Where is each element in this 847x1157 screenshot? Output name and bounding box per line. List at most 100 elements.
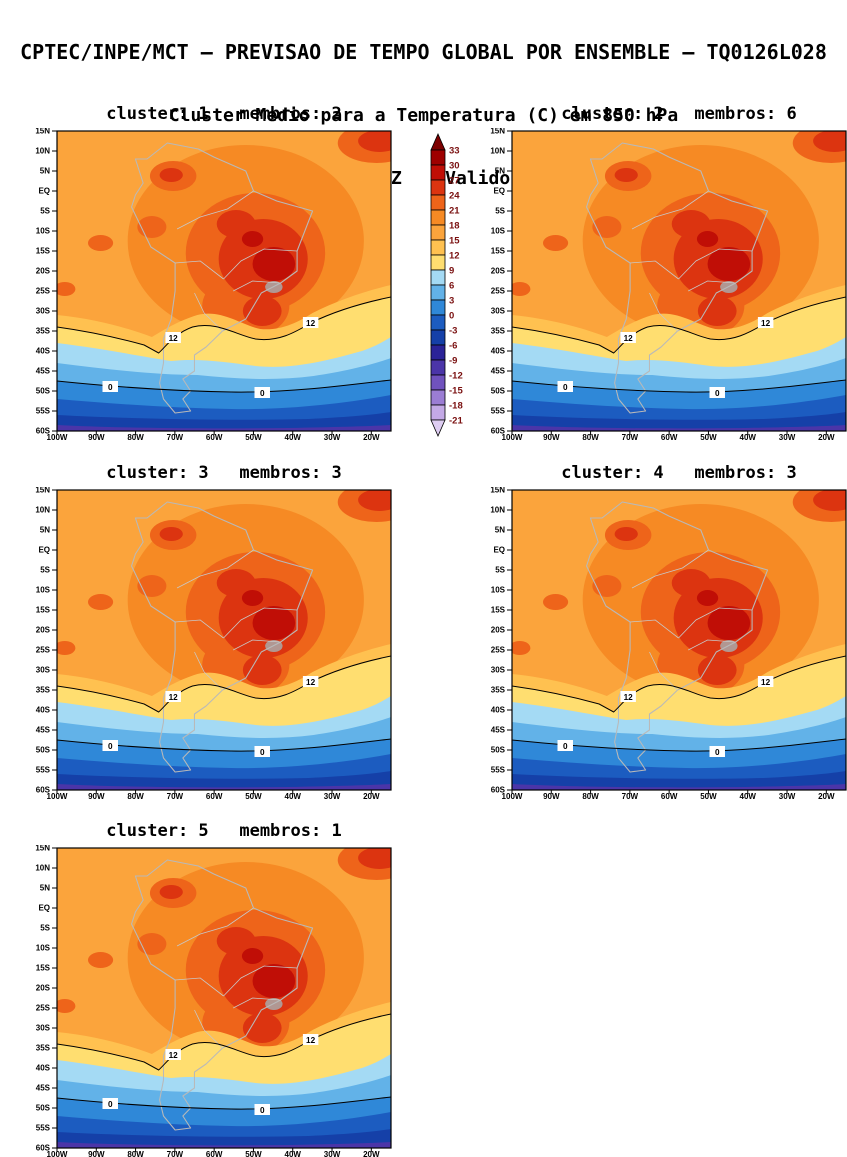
lat-tick-label: 35S bbox=[36, 686, 51, 695]
lat-tick-label: 15N bbox=[35, 487, 50, 495]
contour-label-12-right: 12 bbox=[302, 676, 319, 687]
map-panel-3: 12 12 0 0 15N 10N 5N EQ 5S 10S 15S 20S 25S 30S 35S 40S 4… bbox=[35, 487, 392, 801]
inner-borders bbox=[630, 190, 753, 332]
colorbar-tick-label: -12 bbox=[449, 371, 463, 382]
lat-tick-label: 55S bbox=[36, 407, 51, 416]
contour-label-12-left: 12 bbox=[620, 691, 636, 702]
colorbar-tick-label: 12 bbox=[449, 251, 460, 262]
lat-tick-label: 45S bbox=[491, 367, 506, 376]
coastline bbox=[131, 859, 314, 1131]
lon-tick-label: 80W bbox=[582, 433, 599, 442]
lat-tick-label: 10N bbox=[490, 147, 505, 156]
lat-tick-label: 15N bbox=[35, 128, 50, 136]
temperature-field: 12 12 0 0 bbox=[57, 848, 391, 1148]
header-line-1: CPTEC/INPE/MCT — PREVISAO DE TEMPO GLOBA… bbox=[20, 40, 827, 64]
contour-label-12-right-text: 12 bbox=[306, 1035, 315, 1045]
lon-tick-label: 70W bbox=[167, 1150, 184, 1157]
lon-tick-label: 30W bbox=[324, 433, 341, 442]
colorbar-segment bbox=[430, 374, 446, 391]
colorbar-tick-label: 33 bbox=[449, 146, 460, 157]
lon-tick-label: 20W bbox=[818, 433, 835, 442]
header-line-2: Cluster Medio para a Temperatura (C) em … bbox=[168, 105, 679, 126]
lat-tick-label: 40S bbox=[36, 1064, 51, 1073]
contour-label-0-right: 0 bbox=[254, 1104, 270, 1115]
lat-tick-label: EQ bbox=[493, 546, 505, 555]
lon-tick-label: 50W bbox=[245, 433, 262, 442]
lat-tick-label: 5S bbox=[40, 566, 50, 575]
coastline bbox=[586, 501, 769, 773]
lon-tick-label: 70W bbox=[622, 792, 639, 801]
lon-tick-label: 60W bbox=[206, 433, 223, 442]
contour-label-0-left-text: 0 bbox=[108, 741, 113, 751]
colorbar-segment bbox=[430, 224, 446, 241]
lat-tick-label: 30S bbox=[491, 666, 506, 675]
contour-label-0-right-text: 0 bbox=[715, 388, 720, 398]
contour-label-0-right-text: 0 bbox=[260, 1105, 265, 1115]
colorbar-legend: 33 30 27 24 21 18 15 12 9 6 3 0 -3 -6 -9 -12 -15 -18 -21 bbox=[418, 132, 478, 448]
lat-tick-label: 20S bbox=[491, 626, 506, 635]
map-panel-2: 12 12 0 0 15N 10N 5N EQ 5S 10S 15S 20S 25S 30S 35S 40S 4… bbox=[490, 128, 847, 442]
lon-tick-label: 80W bbox=[127, 433, 144, 442]
contour-label-12-right: 12 bbox=[302, 1034, 319, 1045]
lon-tick-label: 60W bbox=[661, 792, 678, 801]
lon-tick-label: 20W bbox=[363, 792, 380, 801]
lat-tick-label: 30S bbox=[36, 307, 51, 316]
lat-tick-label: 45S bbox=[36, 1084, 51, 1093]
map-border bbox=[511, 489, 847, 791]
inner-borders bbox=[175, 549, 298, 691]
lat-tick-label: 15N bbox=[490, 487, 505, 495]
lon-tick-label: 20W bbox=[363, 1150, 380, 1157]
temperature-field: 12 12 0 0 bbox=[512, 490, 846, 790]
contour-label-12-left-text: 12 bbox=[624, 692, 633, 702]
lon-tick-label: 60W bbox=[661, 433, 678, 442]
colorbar-segment bbox=[430, 179, 446, 196]
lon-tick-label: 40W bbox=[285, 433, 302, 442]
colorbar-tick-label: -18 bbox=[449, 401, 463, 412]
lat-tick-label: 15S bbox=[36, 247, 51, 256]
lat-tick-label: 60S bbox=[36, 1144, 51, 1153]
lon-tick-label: 90W bbox=[543, 792, 560, 801]
lat-tick-label: 10S bbox=[491, 586, 506, 595]
inner-borders bbox=[175, 907, 298, 1049]
lat-tick-label: 50S bbox=[36, 1104, 51, 1113]
lat-tick-label: 15S bbox=[36, 606, 51, 615]
lat-tick-label: 5N bbox=[40, 884, 50, 893]
lat-tick-label: 5S bbox=[40, 924, 50, 933]
contour-label-12-left-text: 12 bbox=[169, 692, 178, 702]
lat-tick-label: 50S bbox=[491, 387, 506, 396]
lat-tick-label: 20S bbox=[36, 267, 51, 276]
lat-tick-label: 55S bbox=[36, 1124, 51, 1133]
lat-tick-label: 25S bbox=[36, 646, 51, 655]
contour-label-12-left: 12 bbox=[165, 1049, 181, 1060]
inner-borders bbox=[630, 549, 753, 691]
lat-tick-label: 5N bbox=[495, 167, 505, 176]
lat-tick-label: 45S bbox=[491, 726, 506, 735]
lat-tick-label: 10N bbox=[35, 864, 50, 873]
colorbar-arrow-top bbox=[430, 133, 446, 151]
lon-tick-label: 40W bbox=[285, 792, 302, 801]
panel-title-cluster-1: cluster: 1 membros: 2 bbox=[106, 104, 342, 124]
map-border bbox=[56, 847, 392, 1149]
contour-label-0-right: 0 bbox=[254, 387, 270, 398]
colorbar-tick-label: 15 bbox=[449, 236, 460, 247]
colorbar-tick-label: 0 bbox=[449, 311, 454, 322]
lon-tick-label: 100W bbox=[47, 433, 68, 442]
lon-tick-label: 70W bbox=[167, 433, 184, 442]
contour-label-0-left-text: 0 bbox=[563, 382, 568, 392]
colorbar-segment bbox=[430, 269, 446, 286]
colorbar-tick-label: 30 bbox=[449, 161, 460, 172]
contour-label-0-left: 0 bbox=[102, 740, 118, 751]
lat-tick-label: 40S bbox=[36, 347, 51, 356]
lat-tick-label: 45S bbox=[36, 726, 51, 735]
colorbar-segment bbox=[430, 254, 446, 271]
contour-label-12-left: 12 bbox=[165, 332, 181, 343]
lat-tick-label: 35S bbox=[491, 686, 506, 695]
contour-12 bbox=[57, 655, 391, 713]
lon-tick-label: 90W bbox=[543, 433, 560, 442]
lat-tick-label: EQ bbox=[493, 187, 505, 196]
lat-tick-label: 40S bbox=[491, 706, 506, 715]
colorbar-tick-label: 21 bbox=[449, 206, 460, 217]
lat-tick-label: 40S bbox=[36, 706, 51, 715]
lon-tick-label: 70W bbox=[167, 792, 184, 801]
